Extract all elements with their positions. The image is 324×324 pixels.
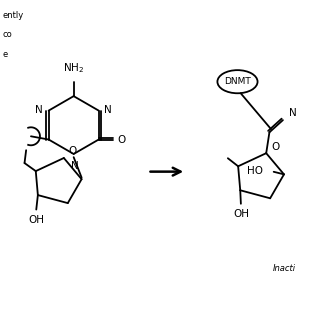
Text: N: N	[104, 105, 112, 115]
Text: DNMT: DNMT	[224, 77, 251, 86]
Text: ently: ently	[3, 11, 24, 20]
Text: O: O	[69, 146, 77, 156]
Text: NH$_2$: NH$_2$	[63, 62, 84, 75]
Text: N: N	[289, 109, 296, 119]
Text: N: N	[71, 161, 79, 171]
Text: Inacti: Inacti	[273, 264, 296, 273]
Text: O: O	[271, 142, 279, 152]
Text: O: O	[117, 134, 126, 145]
Text: HO: HO	[247, 166, 263, 176]
Text: co: co	[3, 30, 13, 39]
Text: OH: OH	[28, 215, 44, 225]
Text: e: e	[3, 50, 8, 59]
Text: OH: OH	[233, 209, 249, 219]
Text: N: N	[35, 105, 43, 115]
